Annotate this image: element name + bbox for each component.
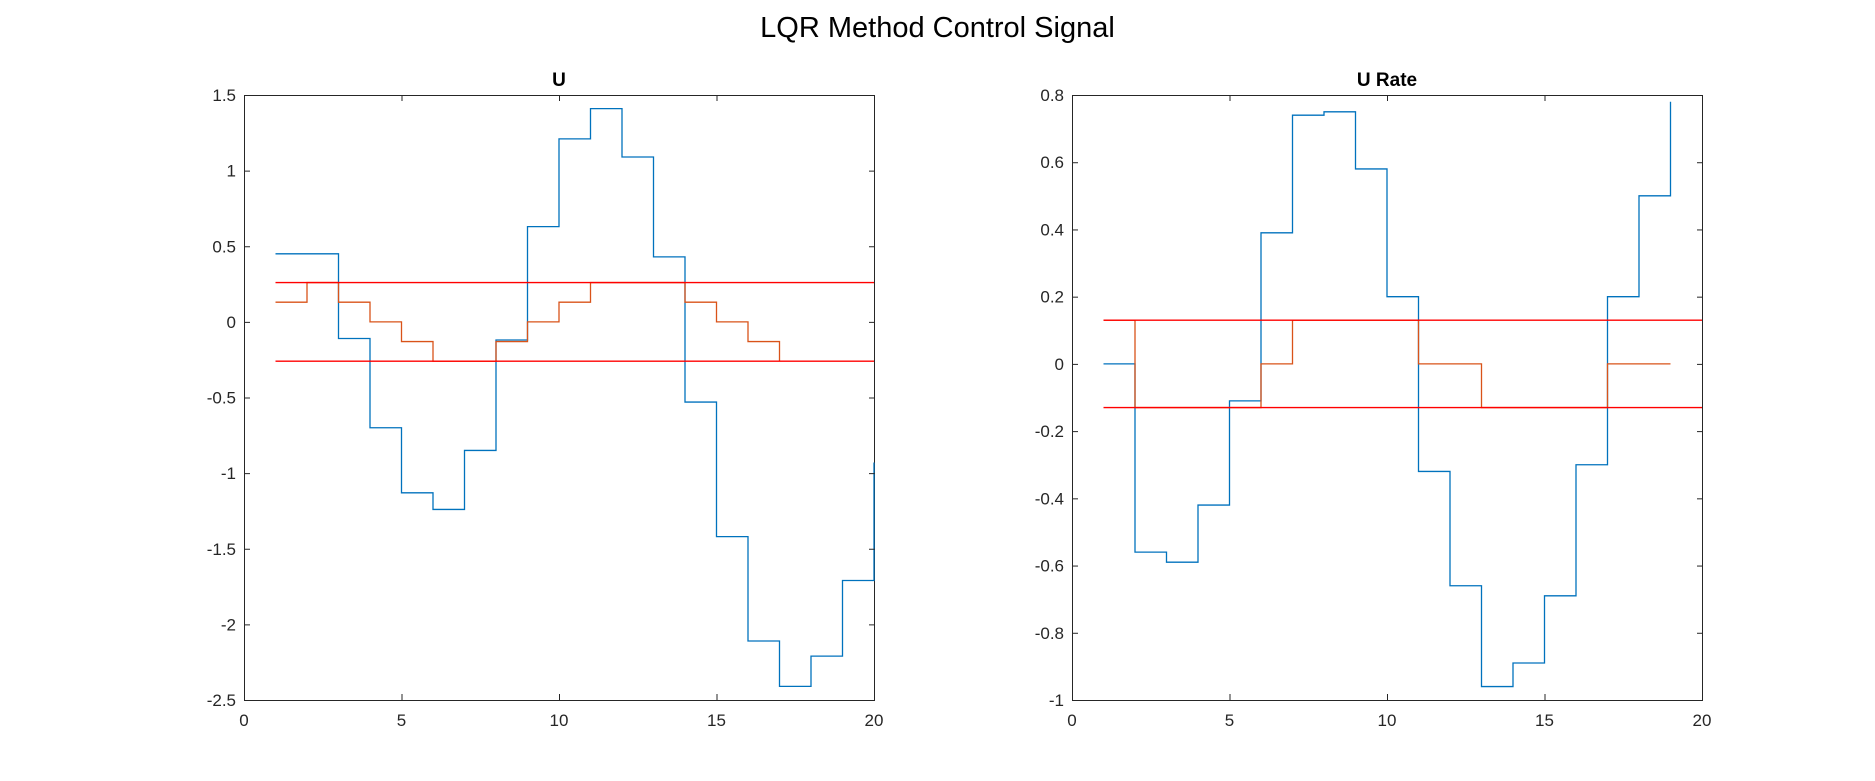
series-line-blue-0 <box>275 107 875 688</box>
x-tick-label: 0 <box>1067 711 1076 730</box>
x-tick-label: 10 <box>550 711 569 730</box>
x-tick-label: 15 <box>1535 711 1554 730</box>
figure-title: LQR Method Control Signal <box>760 12 1115 44</box>
y-tick-label: 0.8 <box>1040 86 1064 105</box>
y-tick-label: -0.2 <box>1035 422 1064 441</box>
y-tick-label: 0.6 <box>1040 153 1064 172</box>
y-tick-label: 1 <box>227 162 236 181</box>
x-tick-label: 5 <box>1225 711 1234 730</box>
y-tick-label: 0 <box>1055 355 1064 374</box>
x-tick-label: 0 <box>239 711 248 730</box>
y-tick-label: -0.5 <box>207 389 236 408</box>
x-tick-label: 5 <box>397 711 406 730</box>
y-tick-label: 0 <box>227 313 236 332</box>
y-tick-label: 0.2 <box>1040 288 1064 307</box>
y-tick-label: -2.5 <box>207 691 236 710</box>
y-tick-label: -1 <box>1049 691 1064 710</box>
axes-title-u-rate: U Rate <box>1357 70 1417 91</box>
x-tick-label: 10 <box>1378 711 1397 730</box>
y-tick-label: -1 <box>221 464 236 483</box>
y-tick-label: -1.5 <box>207 540 236 559</box>
series-line-orange-1 <box>275 281 781 362</box>
axes-u-rate: U Rate 0 5 10 15 20 -1 -0.8 -0.6 -0.4 -0.2 0 0.2 0.4… <box>1035 70 1712 730</box>
y-tick-label: -0.8 <box>1035 624 1064 643</box>
x-tick-label: 15 <box>707 711 726 730</box>
series-line-blue-0 <box>1103 101 1672 688</box>
y-tick-label: 0.5 <box>212 237 236 256</box>
y-tick-label: 1.5 <box>212 86 236 105</box>
x-tick-label: 20 <box>1693 711 1712 730</box>
x-tick-label: 20 <box>865 711 884 730</box>
y-tick-label: -0.6 <box>1035 557 1064 576</box>
axes-title-u: U <box>552 70 566 91</box>
y-tick-label: -0.4 <box>1035 489 1064 508</box>
y-tick-label: -2 <box>221 615 236 634</box>
y-tick-label: 0.4 <box>1040 220 1064 239</box>
axes-u: U 0 5 10 15 20 -2.5 -2 -1.5 -1 -0.5 0 0.5 1 1.5 <box>207 70 884 730</box>
